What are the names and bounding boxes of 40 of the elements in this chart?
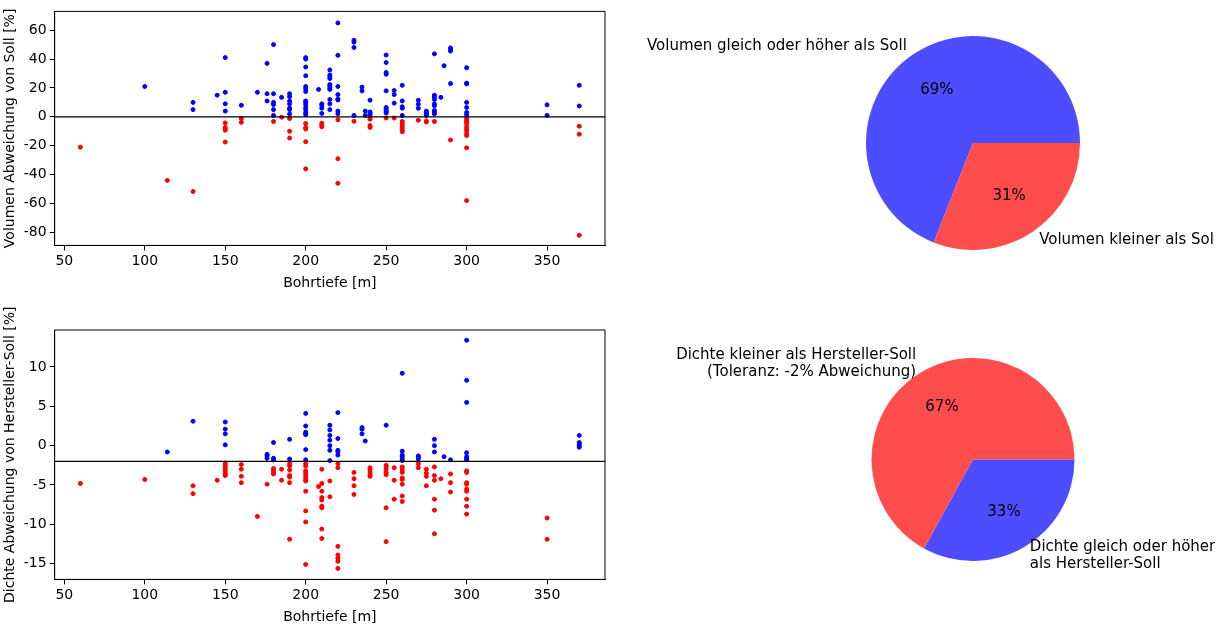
- y-tick-label: -40: [23, 165, 47, 182]
- x-tick-label: 350: [533, 586, 561, 603]
- y-tick-label: -20: [23, 136, 47, 153]
- y-tick-label: 20: [28, 78, 47, 95]
- y-tick-label: 60: [28, 20, 47, 37]
- x-tick-label: 300: [453, 586, 480, 603]
- y-tick-label: 40: [28, 49, 47, 66]
- slice-label: Dichte gleich oder höher als Hersteller-Soll: [1029, 536, 1217, 572]
- data-label: 67%: [925, 396, 959, 415]
- y-axis-title: Volumen Abweichung von Soll [%]: [1, 8, 18, 249]
- data-label: 69%: [920, 79, 954, 98]
- data-label: 31%: [992, 185, 1026, 204]
- y-tick-label: -15: [23, 554, 47, 571]
- y-axis-title: Dichte Abweichung von Hersteller-Soll [%]: [1, 306, 18, 603]
- x-tick-label: 150: [211, 252, 239, 269]
- y-tick-label: 0: [37, 107, 47, 124]
- slice-label: Volumen gleich oder höher als Soll: [646, 35, 907, 54]
- x-tick-label: 50: [55, 252, 74, 269]
- x-axis-title: Bohrtiefe [m]: [283, 274, 377, 291]
- y-tick-label: -10: [23, 514, 47, 531]
- y-tick-label: 10: [28, 357, 47, 374]
- slice-label: Volumen kleiner als Soll: [1039, 230, 1219, 249]
- slice-label: Dichte kleiner als Hersteller-Soll (Toleranz: -2% Abweichung): [676, 344, 917, 380]
- y-tick-label: -80: [23, 223, 47, 240]
- y-tick-label: -5: [32, 475, 47, 492]
- x-tick-label: 300: [453, 252, 480, 269]
- x-tick-label: 200: [292, 586, 320, 603]
- y-tick-label: -60: [23, 194, 47, 211]
- y-tick-label: 0: [37, 436, 47, 453]
- x-tick-label: 200: [292, 252, 320, 269]
- x-tick-label: 350: [533, 252, 561, 269]
- x-tick-label: 150: [211, 586, 239, 603]
- x-tick-label: 250: [372, 586, 400, 603]
- x-tick-label: 250: [372, 252, 400, 269]
- data-label: 33%: [987, 501, 1021, 520]
- x-tick-label: 100: [131, 586, 159, 603]
- x-axis-title: Bohrtiefe [m]: [283, 608, 377, 625]
- x-tick-label: 100: [131, 252, 159, 269]
- x-tick-label: 50: [55, 586, 74, 603]
- y-tick-label: 5: [37, 396, 47, 413]
